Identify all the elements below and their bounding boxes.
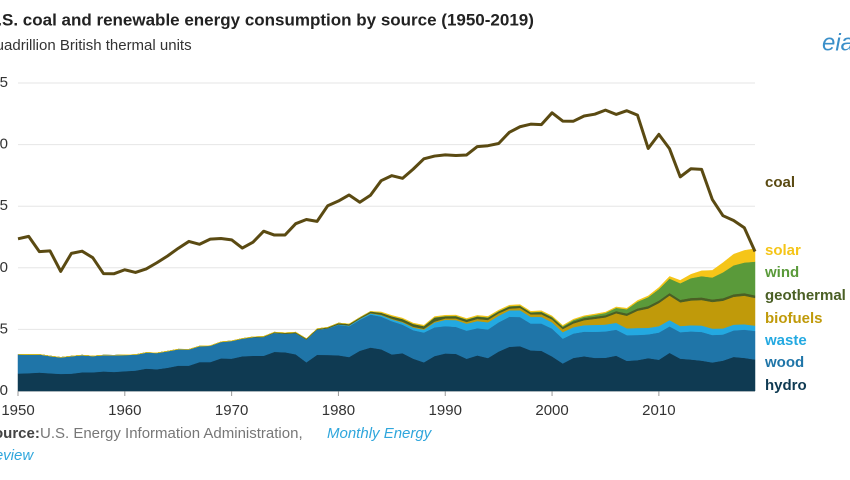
legend-label: geothermal [765, 287, 846, 304]
legend-label: hydro [765, 377, 807, 394]
x-tick-label: 1960 [108, 402, 141, 419]
x-tick-label: 2010 [642, 402, 675, 419]
legend-label: waste [764, 332, 807, 349]
x-tick-label: 1970 [215, 402, 248, 419]
x-tick-label: 2000 [535, 402, 568, 419]
x-tick-label: 1950 [1, 402, 34, 419]
legend-label: wood [764, 354, 804, 371]
legend-label: coal [765, 174, 795, 191]
logo: eia [822, 29, 850, 56]
y-tick-label: 25 [0, 74, 8, 91]
y-tick-label: 20 [0, 136, 8, 153]
source-text: U.S. Energy Information Administration, [40, 425, 303, 442]
legend-label: biofuels [765, 310, 823, 327]
x-tick-label: 1990 [429, 402, 462, 419]
chart-title: U.S. coal and renewable energy consumpti… [0, 10, 534, 29]
y-tick-label: 0 [0, 382, 8, 399]
area [17, 248, 756, 358]
x-tick-label: 1980 [322, 402, 355, 419]
legend-label: wind [764, 264, 799, 281]
y-tick-label: 10 [0, 259, 8, 276]
legend-label: solar [765, 242, 801, 259]
source-link[interactable]: Monthly Energy [327, 425, 433, 442]
source-link[interactable]: Review [0, 447, 34, 464]
chart-subtitle: Quadrillion British thermal units [0, 37, 192, 54]
y-tick-label: 15 [0, 197, 8, 214]
line [17, 108, 757, 276]
y-tick-label: 5 [0, 320, 8, 337]
source-label: Source: [0, 425, 40, 442]
